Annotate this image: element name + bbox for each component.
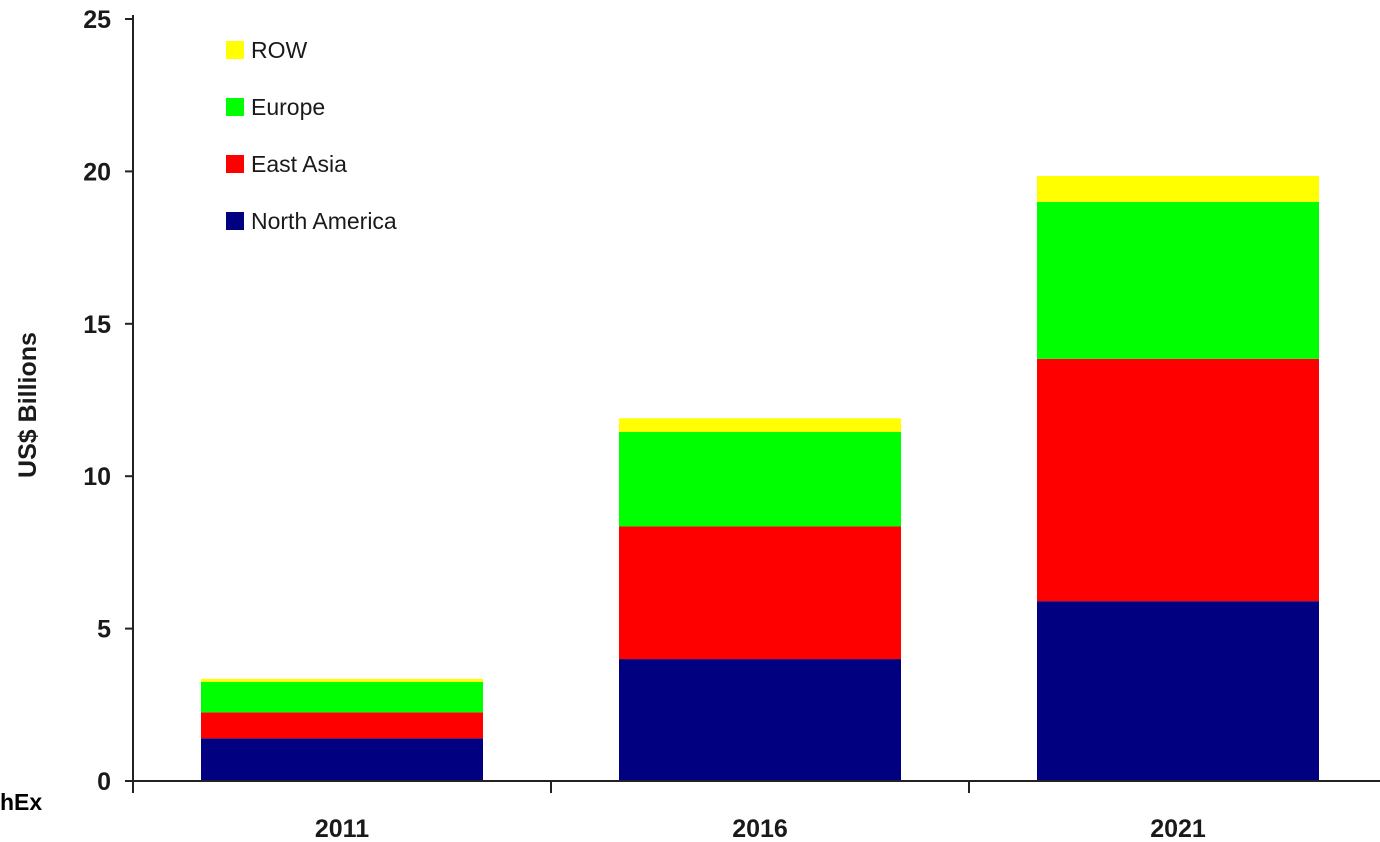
- bar-segment-north-america-2011: [201, 738, 483, 781]
- legend-label-east-asia: East Asia: [251, 151, 347, 177]
- legend-label-north-america: North America: [251, 208, 397, 234]
- bar-segment-row-2021: [1037, 175, 1319, 202]
- bar-segment-east-asia-2011: [201, 712, 483, 739]
- y-tick-label: 5: [97, 616, 111, 644]
- bar-segment-north-america-2021: [1037, 601, 1319, 781]
- y-tick-label: 0: [97, 768, 111, 796]
- bar-segment-europe-2021: [1037, 201, 1319, 359]
- bar-segment-europe-2011: [201, 681, 483, 713]
- y-tick-label: 20: [83, 158, 111, 186]
- legend-swatch-europe: [226, 98, 244, 116]
- y-axis-title: US$ Billions: [14, 332, 42, 478]
- legend-swatch-east-asia: [226, 155, 244, 173]
- bar-segment-row-2011: [201, 678, 483, 682]
- y-tick-label: 10: [83, 463, 111, 491]
- bar-segment-north-america-2016: [619, 659, 901, 781]
- x-tick-label-2021: 2021: [1150, 815, 1206, 842]
- bars-layer: [201, 175, 1319, 781]
- legend-swatch-north-america: [226, 212, 244, 230]
- legend-label-europe: Europe: [251, 94, 325, 120]
- cropped-text-fragment: hEx: [0, 789, 42, 815]
- axes-layer: 0 5 10 15 20 25 2011 2016 2021: [83, 6, 1380, 842]
- bar-segment-europe-2016: [619, 432, 901, 527]
- x-tick-label-2011: 2011: [315, 815, 369, 842]
- legend-label-row: ROW: [251, 37, 308, 63]
- y-tick-label: 15: [83, 311, 111, 339]
- bar-segment-east-asia-2021: [1037, 358, 1319, 602]
- y-tick-label: 25: [83, 6, 111, 34]
- x-tick-label-2016: 2016: [732, 815, 788, 842]
- bar-segment-east-asia-2016: [619, 526, 901, 660]
- chart-legend: ROW Europe East Asia North America: [226, 37, 397, 234]
- bar-segment-row-2016: [619, 418, 901, 433]
- legend-swatch-row: [226, 41, 244, 59]
